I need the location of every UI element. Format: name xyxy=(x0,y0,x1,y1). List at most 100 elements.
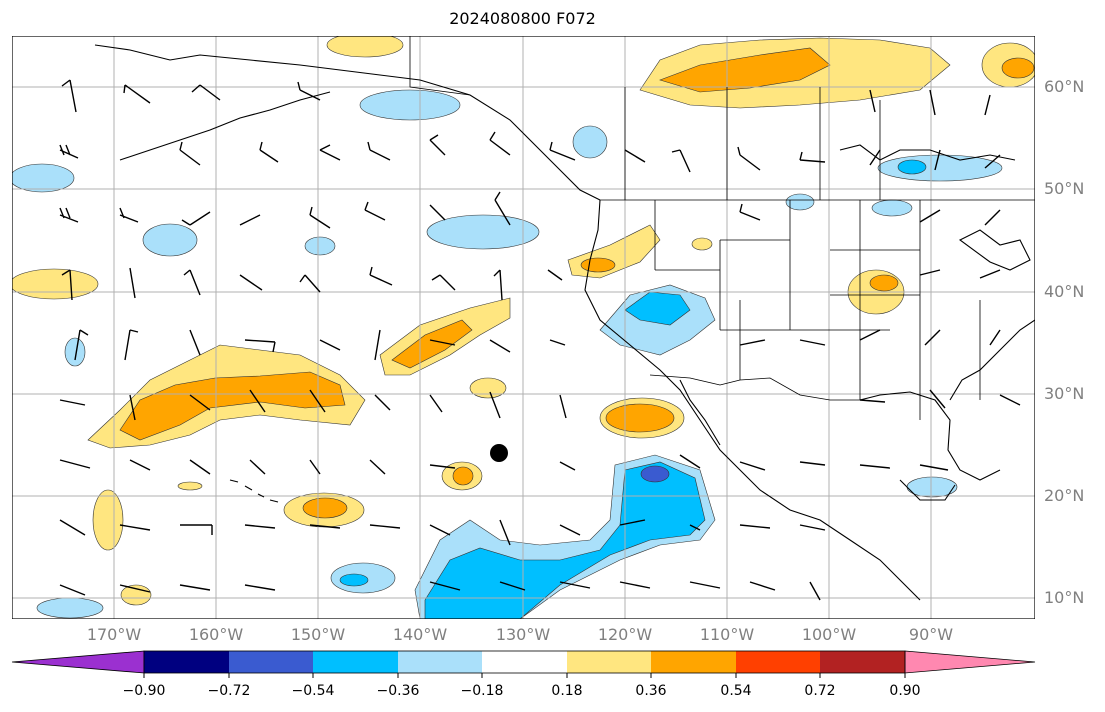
wind-barb xyxy=(364,201,386,221)
positive-anomaly-region xyxy=(177,481,203,491)
gulf-of-mexico-coast xyxy=(859,391,1001,481)
colorbar-segment xyxy=(313,651,398,673)
wind-barb xyxy=(809,581,821,601)
wind-barb xyxy=(859,464,891,469)
wind-barb xyxy=(919,269,941,276)
positive-anomaly-region-strong xyxy=(119,371,346,441)
wind-barb xyxy=(739,203,761,221)
lon-label: 130°W xyxy=(495,625,551,644)
colorbar-tick-label: −0.36 xyxy=(376,683,420,699)
wind-barb xyxy=(549,141,576,161)
wind-barbs xyxy=(59,79,1021,601)
colorbar-tick-label: 0.72 xyxy=(804,683,836,699)
negative-anomaly-region xyxy=(12,163,75,193)
colorbar-tick-label: −0.54 xyxy=(291,683,335,699)
wind-barb xyxy=(489,391,501,419)
wind-barb xyxy=(299,274,321,293)
contour-fills xyxy=(12,36,1035,619)
political-borders xyxy=(409,36,1035,420)
colorbar-tick-label: −0.90 xyxy=(122,683,166,699)
aleutian-chain xyxy=(119,91,331,161)
wind-barb xyxy=(499,519,511,546)
wind-barb xyxy=(59,399,86,406)
wind-barb xyxy=(799,461,826,466)
negative-anomaly-region xyxy=(304,236,336,256)
lon-label: 140°W xyxy=(392,625,448,644)
wind-barb xyxy=(129,267,136,299)
wind-barb xyxy=(61,79,77,113)
wind-barb xyxy=(984,209,1001,226)
wind-barb xyxy=(547,269,563,281)
lon-label: 150°W xyxy=(290,625,346,644)
wind-barb xyxy=(739,461,766,471)
wind-barb xyxy=(799,339,826,346)
negative-anomaly-core xyxy=(640,465,670,483)
wind-barb xyxy=(624,149,646,163)
wind-barb xyxy=(59,584,86,596)
wind-barb xyxy=(369,266,393,286)
lon-label: 100°W xyxy=(801,625,857,644)
positive-anomaly-region-strong xyxy=(580,257,616,273)
wind-barb xyxy=(129,459,151,471)
wind-barb xyxy=(429,204,446,221)
colorbar-tick-label: 0.36 xyxy=(635,683,667,699)
wind-barb xyxy=(191,84,221,101)
wind-barb xyxy=(989,329,1001,346)
wind-barb xyxy=(429,134,446,156)
wind-barb xyxy=(179,141,201,166)
colorbar-segment xyxy=(398,651,482,673)
wind-barb xyxy=(859,329,881,341)
wind-barb xyxy=(559,394,567,419)
wind-barb xyxy=(374,329,381,361)
positive-anomaly-region-strong xyxy=(605,403,675,433)
wind-barb xyxy=(429,524,451,536)
wind-barb xyxy=(59,207,79,223)
wind-barb xyxy=(129,394,136,421)
wind-barb xyxy=(244,584,276,591)
wind-barb xyxy=(119,524,151,531)
wind-barb xyxy=(59,144,79,159)
wind-barb xyxy=(239,274,263,291)
positive-anomaly-region-strong xyxy=(452,466,474,486)
wind-barb xyxy=(689,581,721,589)
lat-label: 30°N xyxy=(1044,384,1085,403)
florida-coast xyxy=(949,319,1035,401)
wind-barb xyxy=(979,269,1001,279)
wind-barb xyxy=(429,339,456,346)
colorbar-segment xyxy=(736,651,820,673)
positive-anomaly-region xyxy=(326,36,404,58)
wind-barb xyxy=(737,146,761,171)
wind-barb xyxy=(493,269,503,301)
negative-anomaly-region xyxy=(871,199,913,217)
positive-anomaly-region xyxy=(691,237,713,251)
wind-barb xyxy=(309,459,321,475)
wind-barb xyxy=(319,144,341,161)
positive-anomaly-region-strong xyxy=(1001,57,1035,79)
wind-barb xyxy=(74,329,89,361)
lon-label: 120°W xyxy=(597,625,653,644)
colorbar-tick-label: 0.54 xyxy=(720,683,752,699)
positive-anomaly-region-strong xyxy=(391,319,473,369)
wind-barb xyxy=(367,141,391,161)
positive-anomaly-region xyxy=(469,377,507,399)
wind-barb xyxy=(999,394,1021,406)
wind-barb xyxy=(494,191,511,226)
positive-anomaly-region xyxy=(92,489,124,551)
wind-barb xyxy=(929,389,946,409)
wind-barb xyxy=(369,524,401,529)
wind-barb xyxy=(619,519,646,526)
wind-barb xyxy=(189,329,201,356)
negative-anomaly-region xyxy=(785,193,815,211)
wind-barb xyxy=(429,581,461,591)
wind-barb xyxy=(119,584,151,593)
wind-barb xyxy=(319,339,341,351)
lat-label: 10°N xyxy=(1044,588,1085,607)
wind-barb xyxy=(183,269,201,296)
wind-barb xyxy=(59,519,86,536)
wind-barb xyxy=(919,464,949,471)
wind-barb xyxy=(59,459,91,469)
us-mexico-border xyxy=(649,374,860,401)
wind-barb xyxy=(189,459,211,475)
wind-barb xyxy=(181,211,211,226)
